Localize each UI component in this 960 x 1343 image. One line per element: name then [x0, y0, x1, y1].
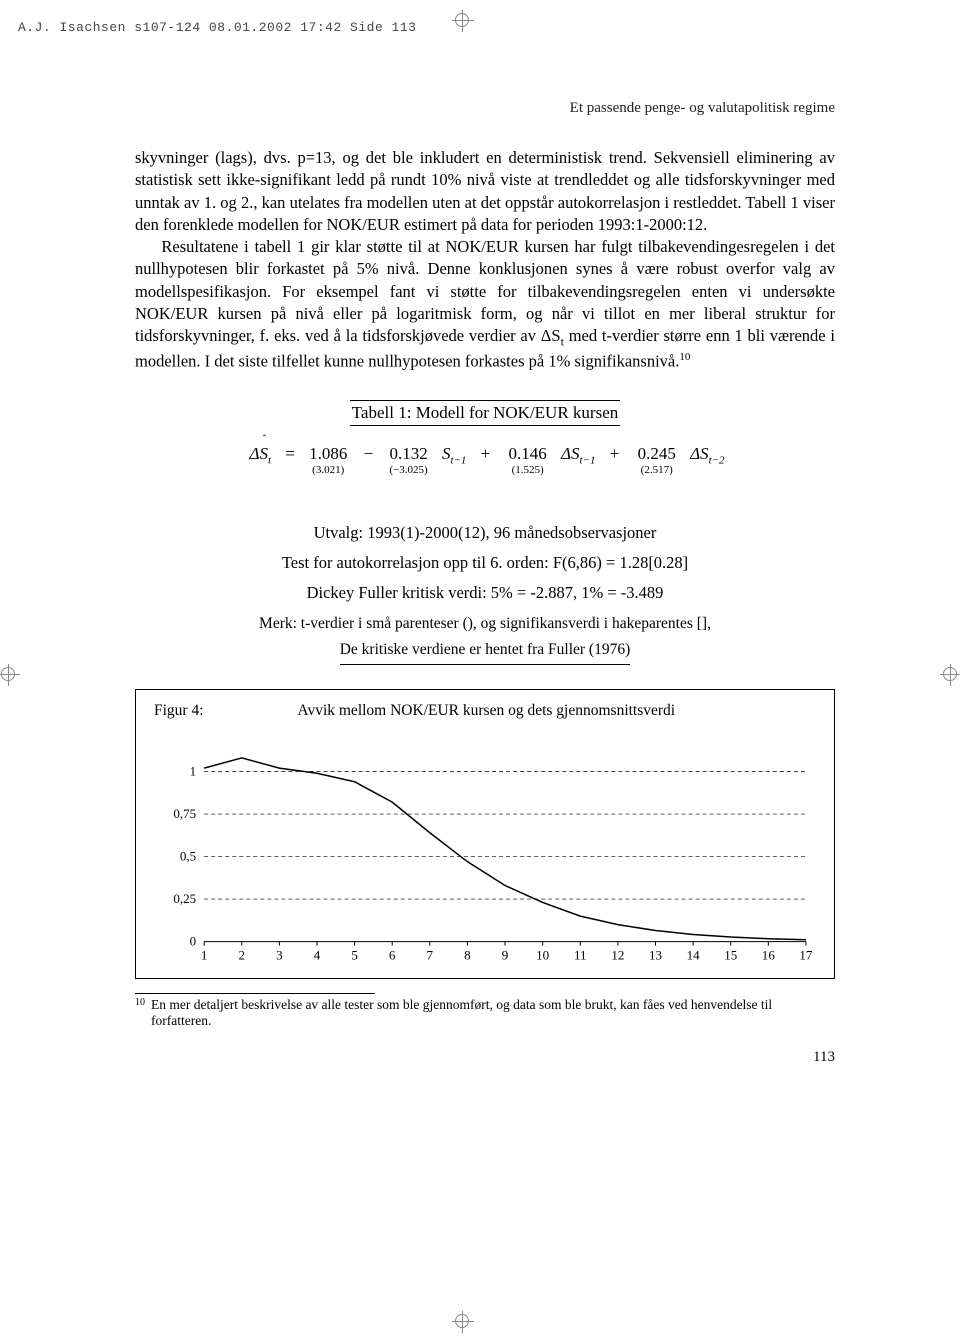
svg-text:2: 2 [239, 947, 246, 962]
page-number: 113 [135, 1049, 835, 1066]
figure-title: Avvik mellom NOK/EUR kursen og dets gjen… [297, 702, 675, 720]
paragraph-2: Resultatene i tabell 1 gir klar støtte t… [135, 236, 835, 372]
svg-text:13: 13 [649, 947, 662, 962]
figure-4: Figur 4: Avvik mellom NOK/EUR kursen og … [135, 689, 835, 979]
svg-text:11: 11 [574, 947, 587, 962]
svg-text:6: 6 [389, 947, 396, 962]
df-line: Dickey Fuller kritisk verdi: 5% = -2.887… [135, 578, 835, 608]
running-head: Et passende penge- og valutapolitisk reg… [135, 100, 835, 117]
footnote-block: 10 En mer detaljert beskrivelse av alle … [135, 993, 835, 1029]
crop-mark-left [0, 664, 20, 686]
model-equation: ΔSˆt = 1.086(3.021) − 0.132(−3.025) St−1… [135, 444, 835, 486]
table-note: Merk: t-verdier i små parenteser (), og … [135, 613, 835, 664]
svg-text:0,5: 0,5 [180, 848, 196, 863]
svg-text:8: 8 [464, 947, 471, 962]
svg-text:17: 17 [799, 947, 813, 962]
table-title: Tabell 1: Modell for NOK/EUR kursen [350, 400, 621, 426]
svg-text:14: 14 [687, 947, 701, 962]
svg-text:0: 0 [190, 933, 197, 948]
svg-text:7: 7 [427, 947, 434, 962]
svg-text:0,25: 0,25 [173, 891, 196, 906]
svg-text:10: 10 [536, 947, 550, 962]
svg-text:16: 16 [762, 947, 776, 962]
crop-mark-right [940, 664, 960, 686]
figure-label: Figur 4: [154, 702, 204, 719]
svg-text:1: 1 [190, 763, 197, 778]
body-text: skyvninger (lags), dvs. p=13, og det ble… [135, 147, 835, 372]
sample-line: Utvalg: 1993(1)-2000(12), 96 månedsobser… [135, 518, 835, 548]
figure-header: Figur 4: Avvik mellom NOK/EUR kursen og … [154, 702, 816, 720]
crop-mark-bottom [452, 1311, 474, 1333]
svg-text:1: 1 [201, 947, 208, 962]
autocorr-line: Test for autokorrelasjon opp til 6. orde… [135, 548, 835, 578]
footnote-ref-10: 10 [679, 351, 690, 363]
svg-text:12: 12 [611, 947, 624, 962]
svg-text:4: 4 [314, 947, 321, 962]
svg-text:3: 3 [276, 947, 283, 962]
paragraph-1: skyvninger (lags), dvs. p=13, og det ble… [135, 147, 835, 236]
svg-text:0,75: 0,75 [173, 806, 196, 821]
svg-text:15: 15 [724, 947, 737, 962]
print-header-line: A.J. Isachsen s107-124 08.01.2002 17:42 … [18, 20, 416, 35]
page-content: Et passende penge- og valutapolitisk reg… [135, 100, 835, 1066]
table-1: Tabell 1: Modell for NOK/EUR kursen ΔSˆt… [135, 400, 835, 664]
svg-text:5: 5 [351, 947, 358, 962]
footnote-10: 10 En mer detaljert beskrivelse av alle … [135, 997, 835, 1029]
crop-mark-top [452, 10, 474, 32]
line-chart: 00,250,50,7511234567891011121314151617 [154, 740, 816, 966]
svg-text:9: 9 [502, 947, 509, 962]
table-stats: Utvalg: 1993(1)-2000(12), 96 månedsobser… [135, 518, 835, 607]
